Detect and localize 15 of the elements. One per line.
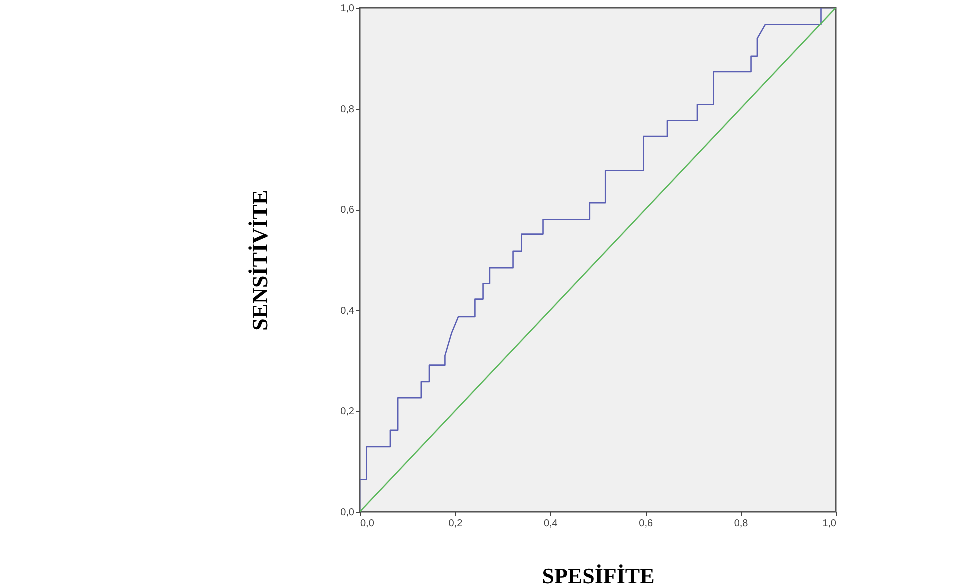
x-axis-title: SPESİFİTE — [542, 564, 655, 585]
line-series — [360, 8, 836, 512]
x-tick-label: 0,4 — [544, 518, 558, 530]
y-tick-label: 0,2 — [340, 406, 355, 418]
y-tick-label: 1,0 — [340, 4, 355, 14]
y-tick-label: 0,0 — [340, 508, 355, 518]
y-tick-label: 0,4 — [340, 306, 355, 317]
x-tick-label: 0,8 — [734, 518, 749, 530]
y-axis-title: SENSİTİVİTE — [248, 190, 273, 331]
y-tick-label: 0,8 — [340, 104, 355, 116]
x-tick-label: 0,0 — [360, 518, 375, 530]
x-tick-label: 0,6 — [639, 518, 654, 530]
x-tick-label: 1,0 — [822, 518, 837, 530]
y-tick-label: 0,6 — [340, 205, 355, 216]
x-tick-label: 0,2 — [448, 518, 464, 530]
